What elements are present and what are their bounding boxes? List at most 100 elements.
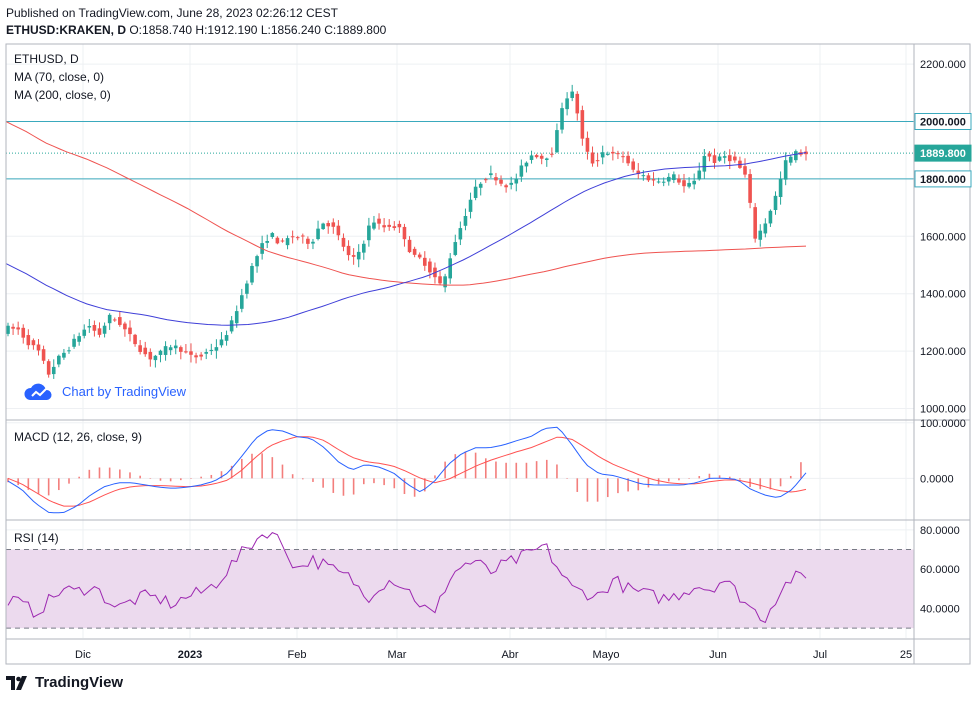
macd-hist-22: [119, 469, 121, 479]
candle-body-151: [773, 195, 778, 211]
macd-hist-28: [149, 478, 152, 479]
price-label-box-2: [914, 170, 972, 188]
macd-hist-62: [322, 478, 324, 488]
macd-hist-46: [241, 458, 243, 479]
macd-hist-60: [312, 478, 314, 482]
price-label-value: 1800.000: [920, 174, 966, 186]
candle-body-73: [377, 218, 381, 224]
candle-body-12: [67, 350, 71, 352]
candle-body-106: [544, 158, 549, 161]
ohlc-line: ETHUSD:KRAKEN, D O:1858.740 H:1912.190 L…: [6, 23, 386, 37]
candle-body-127: [651, 179, 656, 181]
macd-hist-88: [454, 454, 457, 479]
candle-body-15: [82, 329, 87, 336]
candle-body-43: [224, 335, 229, 341]
price-label-value: 1889.800: [920, 148, 966, 160]
macd-hist-82: [423, 478, 426, 492]
watermark-text: Chart by TradingView: [62, 383, 187, 399]
candle-body-89: [458, 228, 463, 240]
macd-hist-114: [586, 478, 589, 502]
macd-hist-106: [545, 459, 548, 479]
macd-hist-78: [403, 478, 406, 495]
macd-hist-32: [169, 478, 172, 482]
tradingview-brand[interactable]: TradingView: [6, 674, 123, 691]
macd-hist-12: [68, 478, 70, 484]
candle-body-107: [550, 153, 554, 155]
macd-hist-154: [789, 475, 792, 479]
macd-hist-72: [373, 478, 375, 484]
time-tick-label: Jul: [813, 649, 827, 661]
price-label-box-1: [914, 144, 972, 162]
candle-body-10: [57, 355, 61, 365]
candle-body-49: [255, 256, 259, 267]
candle-body-6: [36, 344, 41, 351]
time-tick-label: 2023: [178, 649, 202, 661]
candle-body-148: [758, 230, 763, 240]
candle-body-35: [184, 351, 188, 353]
h-label: H:: [195, 23, 208, 37]
macd-hist-112: [576, 478, 579, 492]
macd-hist-16: [88, 469, 91, 479]
c-label: C:: [324, 23, 337, 37]
candle-body-51: [265, 241, 270, 243]
candle-body-22: [118, 317, 122, 325]
macd-signal-line: [7, 436, 807, 507]
candle-body-93: [478, 183, 483, 188]
macd-hist-104: [535, 461, 538, 479]
candle-body-81: [417, 254, 422, 258]
macd-hist-144: [739, 478, 741, 480]
macd-hist-0: [7, 478, 9, 483]
macd-hist-64: [332, 478, 335, 493]
candle-body-65: [336, 225, 341, 236]
candle-body-150: [768, 210, 773, 224]
time-tick-label: Mayo: [593, 649, 620, 661]
rsi-tick-label: 80.0000: [920, 525, 960, 537]
legend-symbol: ETHUSD, D: [14, 52, 79, 66]
o-value: 1858.740: [142, 23, 193, 37]
candle-body-1: [11, 326, 15, 329]
candle-body-130: [666, 176, 671, 182]
macd-hist-102: [525, 462, 528, 479]
candle-body-119: [611, 151, 615, 154]
macd-hist-4: [27, 478, 30, 490]
candle-body-92: [473, 186, 478, 198]
candle-body-83: [428, 261, 432, 273]
candle-body-70: [361, 243, 366, 253]
candle-body-7: [41, 349, 46, 361]
macd-hist-80: [413, 478, 416, 497]
candle-body-4: [26, 335, 31, 346]
candle-body-26: [138, 345, 142, 352]
macd-hist-14: [78, 476, 80, 479]
symbol-text: ETHUSD:KRAKEN, D: [6, 23, 126, 37]
macd-hist-2: [17, 478, 19, 486]
rsi-band: [6, 549, 914, 629]
macd-hist-50: [261, 453, 263, 479]
macd-hist-66: [342, 478, 345, 496]
candle-body-82: [422, 257, 427, 266]
candle-body-32: [168, 347, 173, 351]
candle-body-138: [707, 153, 712, 157]
macd-hist-74: [383, 478, 385, 486]
time-tick-label: Abr: [501, 649, 518, 661]
macd-hist-100: [515, 462, 518, 479]
watermark[interactable]: Chart by TradingView: [24, 380, 186, 402]
candle-body-75: [387, 224, 392, 227]
macd-hist-110: [566, 478, 568, 479]
macd-hist-36: [190, 478, 192, 479]
candle-body-111: [570, 91, 574, 98]
candle-body-25: [133, 334, 137, 345]
candle-body-142: [727, 155, 732, 162]
candle-body-122: [626, 155, 630, 164]
macd-hist-124: [637, 478, 640, 491]
candle-body-5: [31, 340, 36, 346]
macd-hist-96: [495, 461, 497, 479]
candle-body-113: [580, 110, 585, 139]
candle-body-38: [199, 354, 203, 357]
candle-body-153: [783, 160, 788, 180]
candle-body-54: [280, 240, 285, 242]
time-tick-label: Feb: [288, 649, 307, 661]
candle-body-133: [682, 180, 686, 187]
rsi-tick-label: 60.0000: [920, 564, 960, 576]
macd-hist-130: [667, 478, 670, 482]
